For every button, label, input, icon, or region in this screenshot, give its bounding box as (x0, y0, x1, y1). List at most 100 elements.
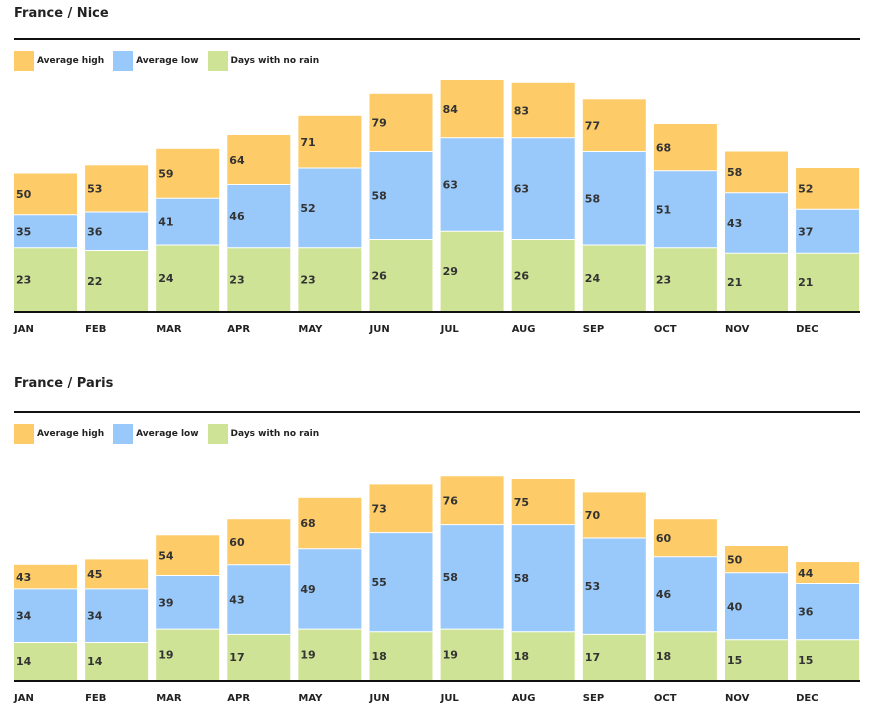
bar-low-apr (227, 564, 291, 635)
x-tick-label-feb: FEB (85, 693, 106, 704)
x-tick-label-mar: MAR (156, 324, 182, 335)
legend-swatch-low (113, 424, 134, 444)
bar-high-sep (582, 492, 646, 538)
bar-high-apr (227, 519, 291, 565)
bar-high-may (298, 497, 362, 549)
bar-plot-paris: 43 34 14 JAN 45 34 14 FEB 54 39 19 MAR 60 43 17 APR 68 49… (13, 476, 860, 704)
value-label-low-sep: 53 (585, 580, 600, 593)
bar-dry-dec (796, 253, 860, 312)
value-label-high-jun: 79 (372, 117, 387, 130)
legend: Average high Average low Days with no ra… (14, 424, 328, 444)
bar-high-jun (369, 484, 433, 533)
bar-low-nov (725, 192, 788, 254)
chart-panel-paris: France / Paris Average high Average low … (0, 370, 874, 715)
bar-high-mar (156, 535, 220, 576)
bar-high-dec (796, 168, 860, 210)
value-label-low-nov: 40 (727, 600, 743, 613)
bar-dry-dec (796, 639, 860, 680)
bar-low-mar (156, 575, 220, 630)
value-label-high-dec: 52 (798, 183, 813, 196)
bar-low-jun (369, 532, 433, 632)
bar-dry-aug (511, 631, 575, 680)
legend-label-low: Average low (136, 56, 199, 66)
value-label-low-aug: 63 (514, 183, 529, 196)
value-label-high-mar: 54 (158, 549, 174, 562)
legend-item-low: Average low (113, 51, 199, 71)
bar-low-may (298, 548, 362, 630)
title-rule (14, 38, 860, 40)
value-label-dry-dec: 21 (798, 276, 813, 289)
value-label-low-dec: 36 (798, 606, 814, 619)
value-label-high-apr: 64 (229, 154, 245, 167)
legend-label-low: Average low (136, 429, 199, 439)
legend-item-high: Average high (14, 424, 104, 444)
bar-dry-apr (227, 634, 291, 680)
bar-dry-mar (156, 629, 220, 680)
value-label-high-aug: 83 (514, 104, 529, 117)
legend-swatch-dry (207, 424, 228, 444)
bar-low-oct (653, 170, 717, 248)
bar-low-feb (85, 212, 149, 251)
bar-dry-feb (85, 642, 149, 680)
bar-low-nov (725, 572, 788, 640)
legend-swatch-high (14, 424, 34, 444)
x-tick-label-dec: DEC (796, 324, 818, 335)
bar-high-may (298, 115, 362, 169)
bar-low-mar (156, 198, 220, 246)
chart-title: France / Paris (14, 376, 114, 391)
bar-high-sep (582, 99, 646, 152)
value-label-dry-apr: 17 (229, 651, 244, 664)
x-tick-label-apr: APR (227, 693, 250, 704)
legend-item-dry: Days with no rain (207, 424, 319, 444)
value-label-dry-dec: 15 (798, 654, 813, 667)
value-label-dry-jan: 14 (16, 655, 32, 668)
bar-high-feb (85, 559, 149, 589)
bar-dry-oct (653, 247, 717, 312)
bar-low-sep (582, 151, 646, 245)
bar-high-oct (653, 519, 717, 557)
bar-high-aug (511, 479, 575, 525)
value-label-dry-feb: 22 (87, 275, 102, 288)
value-label-low-jan: 34 (16, 610, 32, 623)
value-label-dry-aug: 26 (514, 269, 530, 282)
legend-item-low: Average low (113, 424, 199, 444)
bar-dry-aug (511, 239, 575, 311)
value-label-dry-oct: 23 (656, 273, 671, 286)
value-label-low-apr: 46 (229, 210, 245, 223)
bar-low-dec (796, 209, 860, 254)
value-label-low-feb: 36 (87, 225, 103, 238)
x-tick-label-may: MAY (298, 324, 323, 335)
x-tick-label-nov: NOV (725, 324, 750, 335)
bar-high-jun (369, 93, 433, 152)
bar-dry-oct (653, 631, 717, 680)
value-label-low-jul: 63 (443, 179, 458, 192)
value-label-dry-may: 23 (300, 273, 315, 286)
bar-low-apr (227, 184, 291, 248)
legend-swatch-dry (207, 51, 228, 71)
value-label-low-may: 49 (300, 583, 315, 596)
bar-high-jul (440, 80, 504, 138)
bar-dry-feb (85, 250, 149, 311)
value-label-high-jul: 76 (443, 494, 459, 507)
x-tick-label-feb: FEB (85, 324, 106, 335)
value-label-high-aug: 75 (514, 496, 529, 509)
value-label-dry-nov: 21 (727, 276, 742, 289)
value-label-dry-apr: 23 (229, 273, 244, 286)
bar-low-jan (14, 214, 77, 248)
bar-dry-may (298, 629, 362, 680)
value-label-dry-oct: 18 (656, 650, 671, 663)
value-label-high-jan: 43 (16, 571, 31, 584)
legend-label-high: Average high (37, 429, 105, 439)
x-tick-label-sep: SEP (583, 693, 604, 704)
bar-high-mar (156, 148, 220, 199)
bar-high-jan (14, 564, 77, 589)
bar-dry-sep (582, 634, 646, 680)
legend-swatch-low (113, 51, 134, 71)
bar-low-feb (85, 588, 149, 643)
bar-dry-jan (14, 247, 77, 312)
x-tick-label-aug: AUG (512, 693, 536, 704)
value-label-dry-jun: 18 (372, 650, 387, 663)
legend: Average high Average low Days with no ra… (14, 51, 328, 71)
value-label-low-jun: 55 (372, 576, 387, 589)
title-rule (14, 411, 860, 413)
